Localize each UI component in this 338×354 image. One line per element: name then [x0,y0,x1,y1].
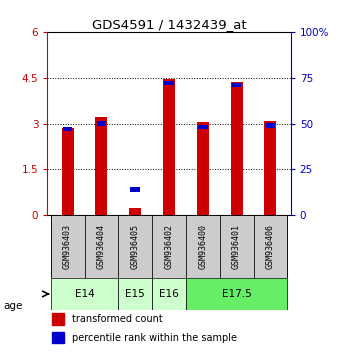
Text: GSM936405: GSM936405 [131,224,140,269]
Text: GSM936400: GSM936400 [198,224,207,269]
Bar [163,79,175,215]
Bar [118,215,152,278]
Bar [152,278,186,310]
Title: GDS4591 / 1432439_at: GDS4591 / 1432439_at [92,18,246,31]
Bar [266,123,275,128]
Bar [52,313,64,325]
Text: E15: E15 [125,289,145,299]
Bar [152,215,186,278]
Bar [264,121,276,215]
Text: GSM936401: GSM936401 [232,224,241,269]
Bar [232,83,241,87]
Text: GSM936403: GSM936403 [63,224,72,269]
Bar [231,82,243,215]
Bar [118,278,152,310]
Bar [130,187,140,192]
Bar [197,122,209,215]
Text: GSM936406: GSM936406 [266,224,275,269]
Bar [186,278,287,310]
Bar [129,209,141,215]
Bar [63,127,72,131]
Bar [52,332,64,343]
Bar [254,215,287,278]
Text: GSM936404: GSM936404 [97,224,106,269]
Bar [186,215,220,278]
Bar [96,118,107,215]
Bar [51,215,84,278]
Text: E14: E14 [75,289,94,299]
Text: percentile rank within the sample: percentile rank within the sample [72,333,237,343]
Text: E17.5: E17.5 [222,289,251,299]
Bar [84,215,118,278]
Text: E16: E16 [159,289,179,299]
Bar [198,125,208,130]
Bar [164,81,174,85]
Text: GSM936402: GSM936402 [165,224,173,269]
Text: age: age [3,301,23,311]
Bar [62,128,74,215]
Bar [220,215,254,278]
Bar [97,121,106,126]
Text: transformed count: transformed count [72,314,162,324]
Bar [51,278,118,310]
